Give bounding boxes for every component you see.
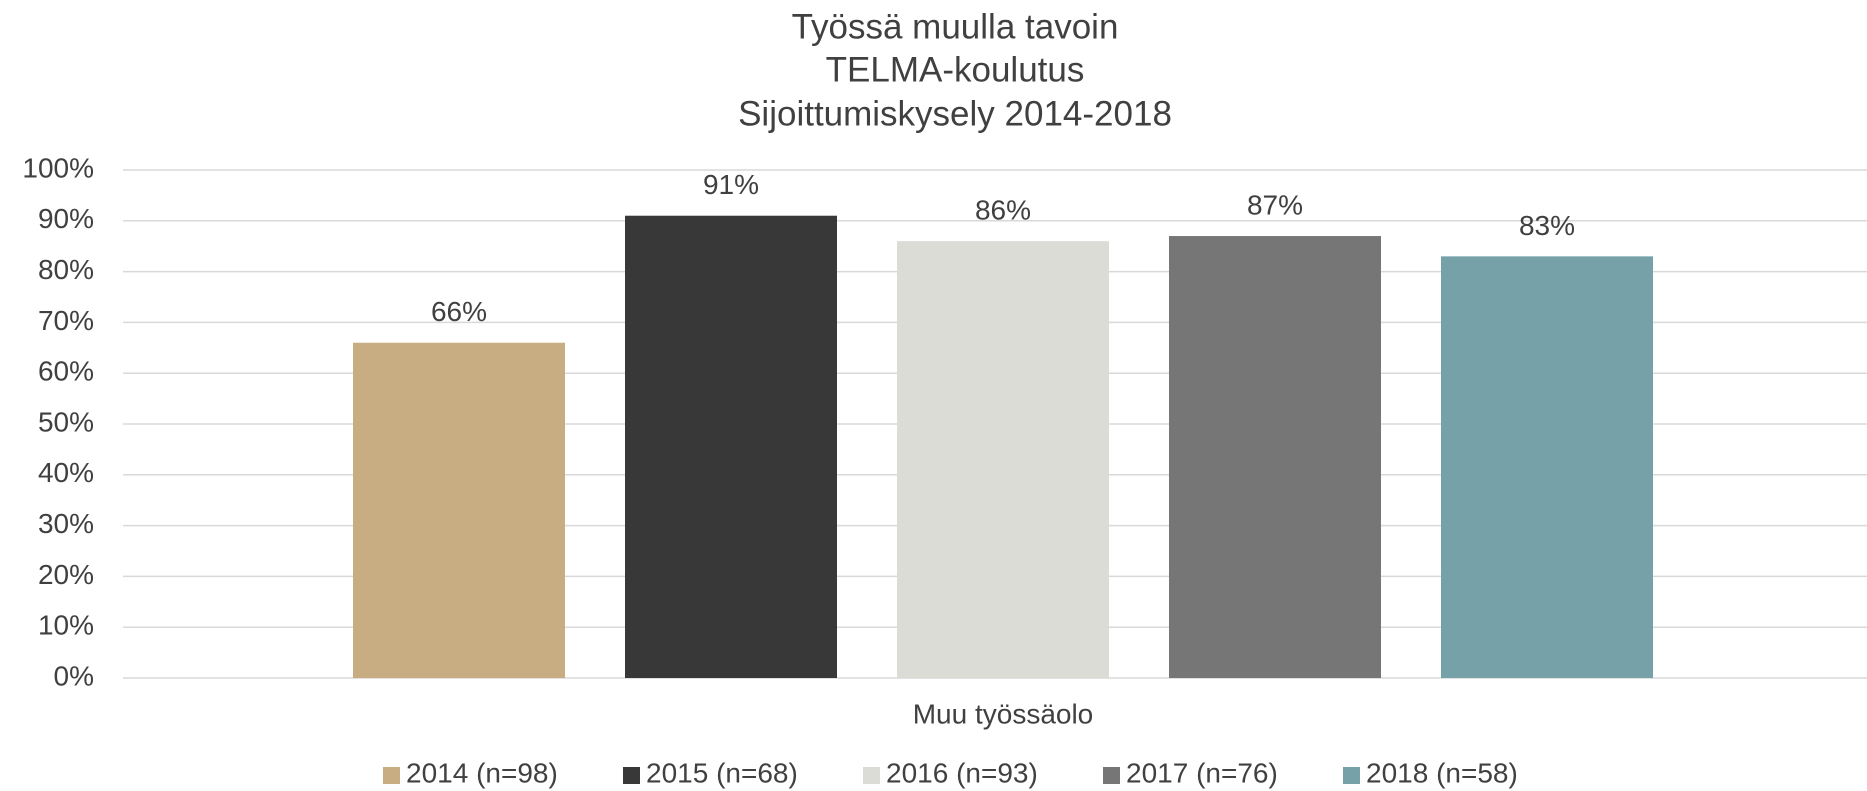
y-tick-label: 0%	[54, 660, 94, 691]
data-label: 66%	[431, 296, 487, 327]
y-tick-label: 100%	[22, 152, 94, 183]
legend-label: 2015 (n=68)	[646, 757, 798, 788]
legend-marker	[863, 767, 880, 784]
y-tick-label: 30%	[38, 508, 94, 539]
chart-subtitle: TELMA-koulutus	[826, 50, 1085, 89]
data-label: 91%	[703, 169, 759, 200]
x-tick-label: Muu työssäolo	[913, 698, 1094, 729]
data-label: 83%	[1519, 210, 1575, 241]
legend-label: 2016 (n=93)	[886, 757, 1038, 788]
bar	[625, 215, 837, 678]
y-tick-label: 50%	[38, 406, 94, 437]
legend-marker	[1103, 767, 1120, 784]
y-tick-label: 90%	[38, 203, 94, 234]
legend-label: 2018 (n=58)	[1366, 757, 1518, 788]
chart-subtitle: Sijoittumiskysely 2014-2018	[738, 94, 1172, 133]
y-tick-label: 70%	[38, 305, 94, 336]
legend-marker	[383, 767, 400, 784]
data-label: 87%	[1247, 189, 1303, 220]
chart-title: Työssä muulla tavoin	[792, 7, 1119, 46]
y-tick-label: 40%	[38, 457, 94, 488]
y-tick-label: 20%	[38, 559, 94, 590]
bar	[1441, 256, 1653, 678]
bar	[353, 342, 565, 678]
legend-label: 2017 (n=76)	[1126, 757, 1278, 788]
bar	[1169, 236, 1381, 679]
data-label: 86%	[975, 195, 1031, 226]
legend-label: 2014 (n=98)	[406, 757, 558, 788]
y-tick-label: 10%	[38, 610, 94, 641]
legend-marker	[1343, 767, 1360, 784]
y-tick-label: 60%	[38, 356, 94, 387]
y-tick-label: 80%	[38, 254, 94, 285]
bar	[897, 241, 1109, 678]
legend-marker	[623, 767, 640, 784]
